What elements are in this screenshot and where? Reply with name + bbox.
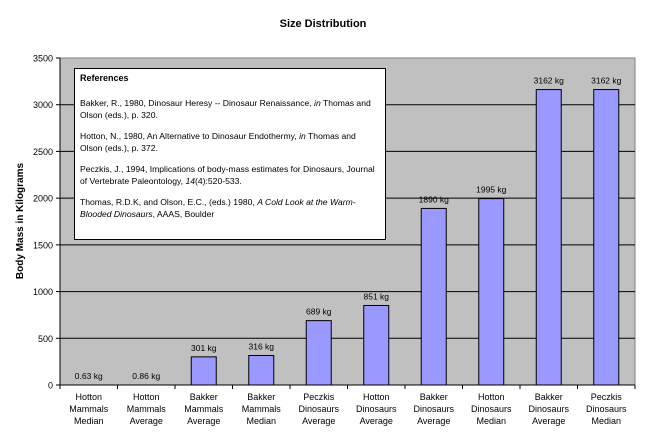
references-heading: References — [80, 73, 129, 83]
x-tick-label-line: Mammals — [184, 404, 224, 414]
bar — [190, 356, 217, 386]
x-tick-label-line: Bakker — [247, 392, 275, 402]
reference-text: Peczkis, J., 1994, Implications of body-… — [80, 164, 375, 186]
y-tick-label: 1500 — [33, 240, 53, 250]
bar — [420, 207, 447, 386]
reference-text: Thomas, R.D.K, and Olson, E.C., (eds.) 1… — [80, 197, 258, 207]
y-tick-label: 3500 — [33, 54, 53, 64]
reference-text: Hotton, N., 1980, An Alternative to Dino… — [80, 131, 300, 141]
data-label: 1890 kg — [419, 194, 450, 204]
x-tick-label-line: Median — [591, 416, 621, 426]
x-tick-label-line: Average — [417, 416, 450, 426]
x-tick-label-line: Peczkis — [303, 392, 335, 402]
x-tick-label-line: Mammals — [69, 404, 109, 414]
y-tick-label: 2500 — [33, 147, 53, 157]
data-label: 3162 kg — [534, 76, 565, 86]
x-tick-label: Hotton Dinosaurs Average — [356, 392, 397, 426]
x-tick-label-line: Dinosaurs — [528, 404, 569, 414]
x-tick-label-line: Bakker — [420, 392, 448, 402]
x-tick-label-line: Hotton — [133, 392, 160, 402]
x-tick-label-line: Dinosaurs — [298, 404, 339, 414]
x-tick-label: Peczkis Dinosaurs Average — [298, 392, 339, 426]
reference-italic: 14 — [185, 176, 195, 186]
x-tick-label-line: Mammals — [127, 404, 167, 414]
data-label: 3162 kg — [591, 76, 622, 86]
x-tick-label-line: Bakker — [190, 392, 218, 402]
bar — [478, 198, 505, 386]
data-labels: 0.63 kg 0.86 kg 301 kg 316 kg 689 kg 851 kg 18… — [75, 76, 622, 381]
y-tick-label: 2000 — [33, 194, 53, 204]
x-tick-label-line: Mammals — [242, 404, 282, 414]
y-tick-label: 500 — [38, 334, 53, 344]
x-tick-label-line: Bakker — [535, 392, 563, 402]
bar — [248, 354, 275, 386]
x-tick-label-line: Dinosaurs — [586, 404, 627, 414]
x-tick-label-line: Average — [532, 416, 565, 426]
y-axis-label: Body Mass in Kilograms — [15, 162, 26, 279]
reference-peczkis: Peczkis, J., 1994, Implications of body-… — [80, 163, 380, 187]
x-tick-label: Bakker Mammals Median — [242, 392, 282, 426]
reference-text: Bakker, R., 1980, Dinosaur Heresy -- Din… — [80, 98, 315, 108]
reference-bakker: Bakker, R., 1980, Dinosaur Heresy -- Din… — [80, 97, 380, 121]
y-tick-label: 3000 — [33, 100, 53, 110]
x-tick-label-line: Average — [130, 416, 163, 426]
reference-text: , AAAS, Boulder — [152, 209, 215, 219]
x-tick-label: Bakker Dinosaurs Average — [413, 392, 454, 426]
x-tick-label-line: Dinosaurs — [356, 404, 397, 414]
x-tick-label: Hotton Dinosaurs Median — [471, 392, 512, 426]
y-tick-label: 1000 — [33, 287, 53, 297]
x-tick-label-line: Average — [302, 416, 335, 426]
data-label: 0.63 kg — [75, 371, 103, 381]
reference-text: (4):520-533. — [195, 176, 242, 186]
bar — [363, 304, 390, 386]
data-label: 851 kg — [363, 291, 389, 301]
bar — [305, 320, 332, 386]
bar — [593, 89, 620, 386]
data-label: 301 kg — [191, 343, 217, 353]
x-tick-label-line: Average — [187, 416, 220, 426]
x-tick-label: Peczkis Dinosaurs Median — [586, 392, 627, 426]
x-tick-label-line: Hotton — [363, 392, 390, 402]
x-tick-label-line: Peczkis — [591, 392, 623, 402]
reference-text: Thomas and Olson (eds.), p. 372. — [80, 131, 356, 153]
reference-italic: in — [314, 98, 321, 108]
bars — [190, 89, 620, 386]
x-tick-label: Bakker Mammals Average — [184, 392, 224, 426]
x-tick-label-line: Average — [360, 416, 393, 426]
references-box: References Bakker, R., 1980, Dinosaur He… — [74, 68, 386, 240]
x-tick-label-line: Hotton — [75, 392, 102, 402]
reference-hotton: Hotton, N., 1980, An Alternative to Dino… — [80, 130, 380, 154]
x-tick-label: Hotton Mammals Average — [127, 392, 167, 426]
reference-text: Thomas and Olson (eds.), p. 320. — [80, 98, 371, 120]
data-label: 1995 kg — [476, 185, 507, 195]
x-tick-label: Hotton Mammals Median — [69, 392, 109, 426]
reference-thomas-olson: Thomas, R.D.K, and Olson, E.C., (eds.) 1… — [80, 196, 380, 220]
x-tick-label-line: Dinosaurs — [413, 404, 454, 414]
x-tick-label-line: Hotton — [478, 392, 505, 402]
y-tick-label: 0 — [48, 381, 53, 391]
reference-italic: A Cold Look at the Warm-Blooded Dinosaur… — [80, 197, 356, 219]
bar — [535, 89, 562, 386]
x-tick-label: Bakker Dinosaurs Average — [528, 392, 569, 426]
x-tick-label-line: Median — [74, 416, 104, 426]
data-label: 0.86 kg — [132, 371, 160, 381]
chart-title: Size Distribution — [280, 18, 367, 30]
x-tick-label-line: Dinosaurs — [471, 404, 512, 414]
reference-italic: in — [299, 131, 306, 141]
data-label: 316 kg — [248, 341, 274, 351]
x-tick-label-line: Median — [476, 416, 506, 426]
x-tick-label-line: Median — [246, 416, 276, 426]
data-label: 689 kg — [306, 307, 332, 317]
